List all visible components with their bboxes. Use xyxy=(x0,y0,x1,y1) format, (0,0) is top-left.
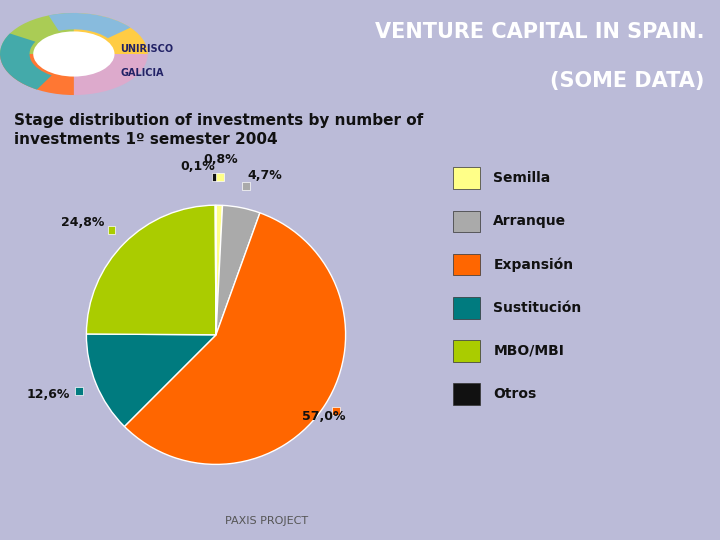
Text: 12,6%: 12,6% xyxy=(27,388,70,401)
Wedge shape xyxy=(86,205,216,335)
Text: 0,1%: 0,1% xyxy=(181,160,215,173)
Text: Sustitución: Sustitución xyxy=(493,301,582,315)
Wedge shape xyxy=(125,213,346,464)
Text: Arranque: Arranque xyxy=(493,214,567,228)
Text: Expansión: Expansión xyxy=(493,258,573,272)
Wedge shape xyxy=(215,205,216,335)
Text: 0,8%: 0,8% xyxy=(203,153,238,166)
Wedge shape xyxy=(216,205,222,335)
Bar xyxy=(242,182,250,190)
Bar xyxy=(216,173,224,180)
Wedge shape xyxy=(216,205,260,335)
Bar xyxy=(454,167,480,189)
Text: VENTURE CAPITAL IN SPAIN.: VENTURE CAPITAL IN SPAIN. xyxy=(374,22,704,43)
Bar xyxy=(108,226,115,234)
Text: (SOME DATA): (SOME DATA) xyxy=(550,71,704,91)
Bar xyxy=(454,297,480,319)
Bar xyxy=(454,383,480,405)
Wedge shape xyxy=(86,334,216,427)
Bar xyxy=(76,387,84,395)
Text: 24,8%: 24,8% xyxy=(60,217,104,230)
Text: Otros: Otros xyxy=(493,387,536,401)
Text: 57,0%: 57,0% xyxy=(302,410,345,423)
Wedge shape xyxy=(0,33,52,90)
Wedge shape xyxy=(0,13,74,54)
Wedge shape xyxy=(49,13,130,38)
Wedge shape xyxy=(74,13,148,54)
Bar xyxy=(454,254,480,275)
Text: PAXIS PROJECT: PAXIS PROJECT xyxy=(225,516,308,526)
Bar xyxy=(454,211,480,232)
Circle shape xyxy=(33,31,114,77)
Text: Stage distribution of investments by number of
investments 1º semester 2004: Stage distribution of investments by num… xyxy=(14,113,423,147)
Text: UNIRISCO: UNIRISCO xyxy=(120,44,174,53)
Wedge shape xyxy=(0,54,74,95)
Bar xyxy=(333,407,341,415)
Text: MBO/MBI: MBO/MBI xyxy=(493,344,564,358)
Text: GALICIA: GALICIA xyxy=(120,69,164,78)
Text: 4,7%: 4,7% xyxy=(248,170,283,183)
Wedge shape xyxy=(74,54,148,95)
Text: Semilla: Semilla xyxy=(493,171,551,185)
Bar xyxy=(454,340,480,362)
Bar xyxy=(212,173,220,180)
